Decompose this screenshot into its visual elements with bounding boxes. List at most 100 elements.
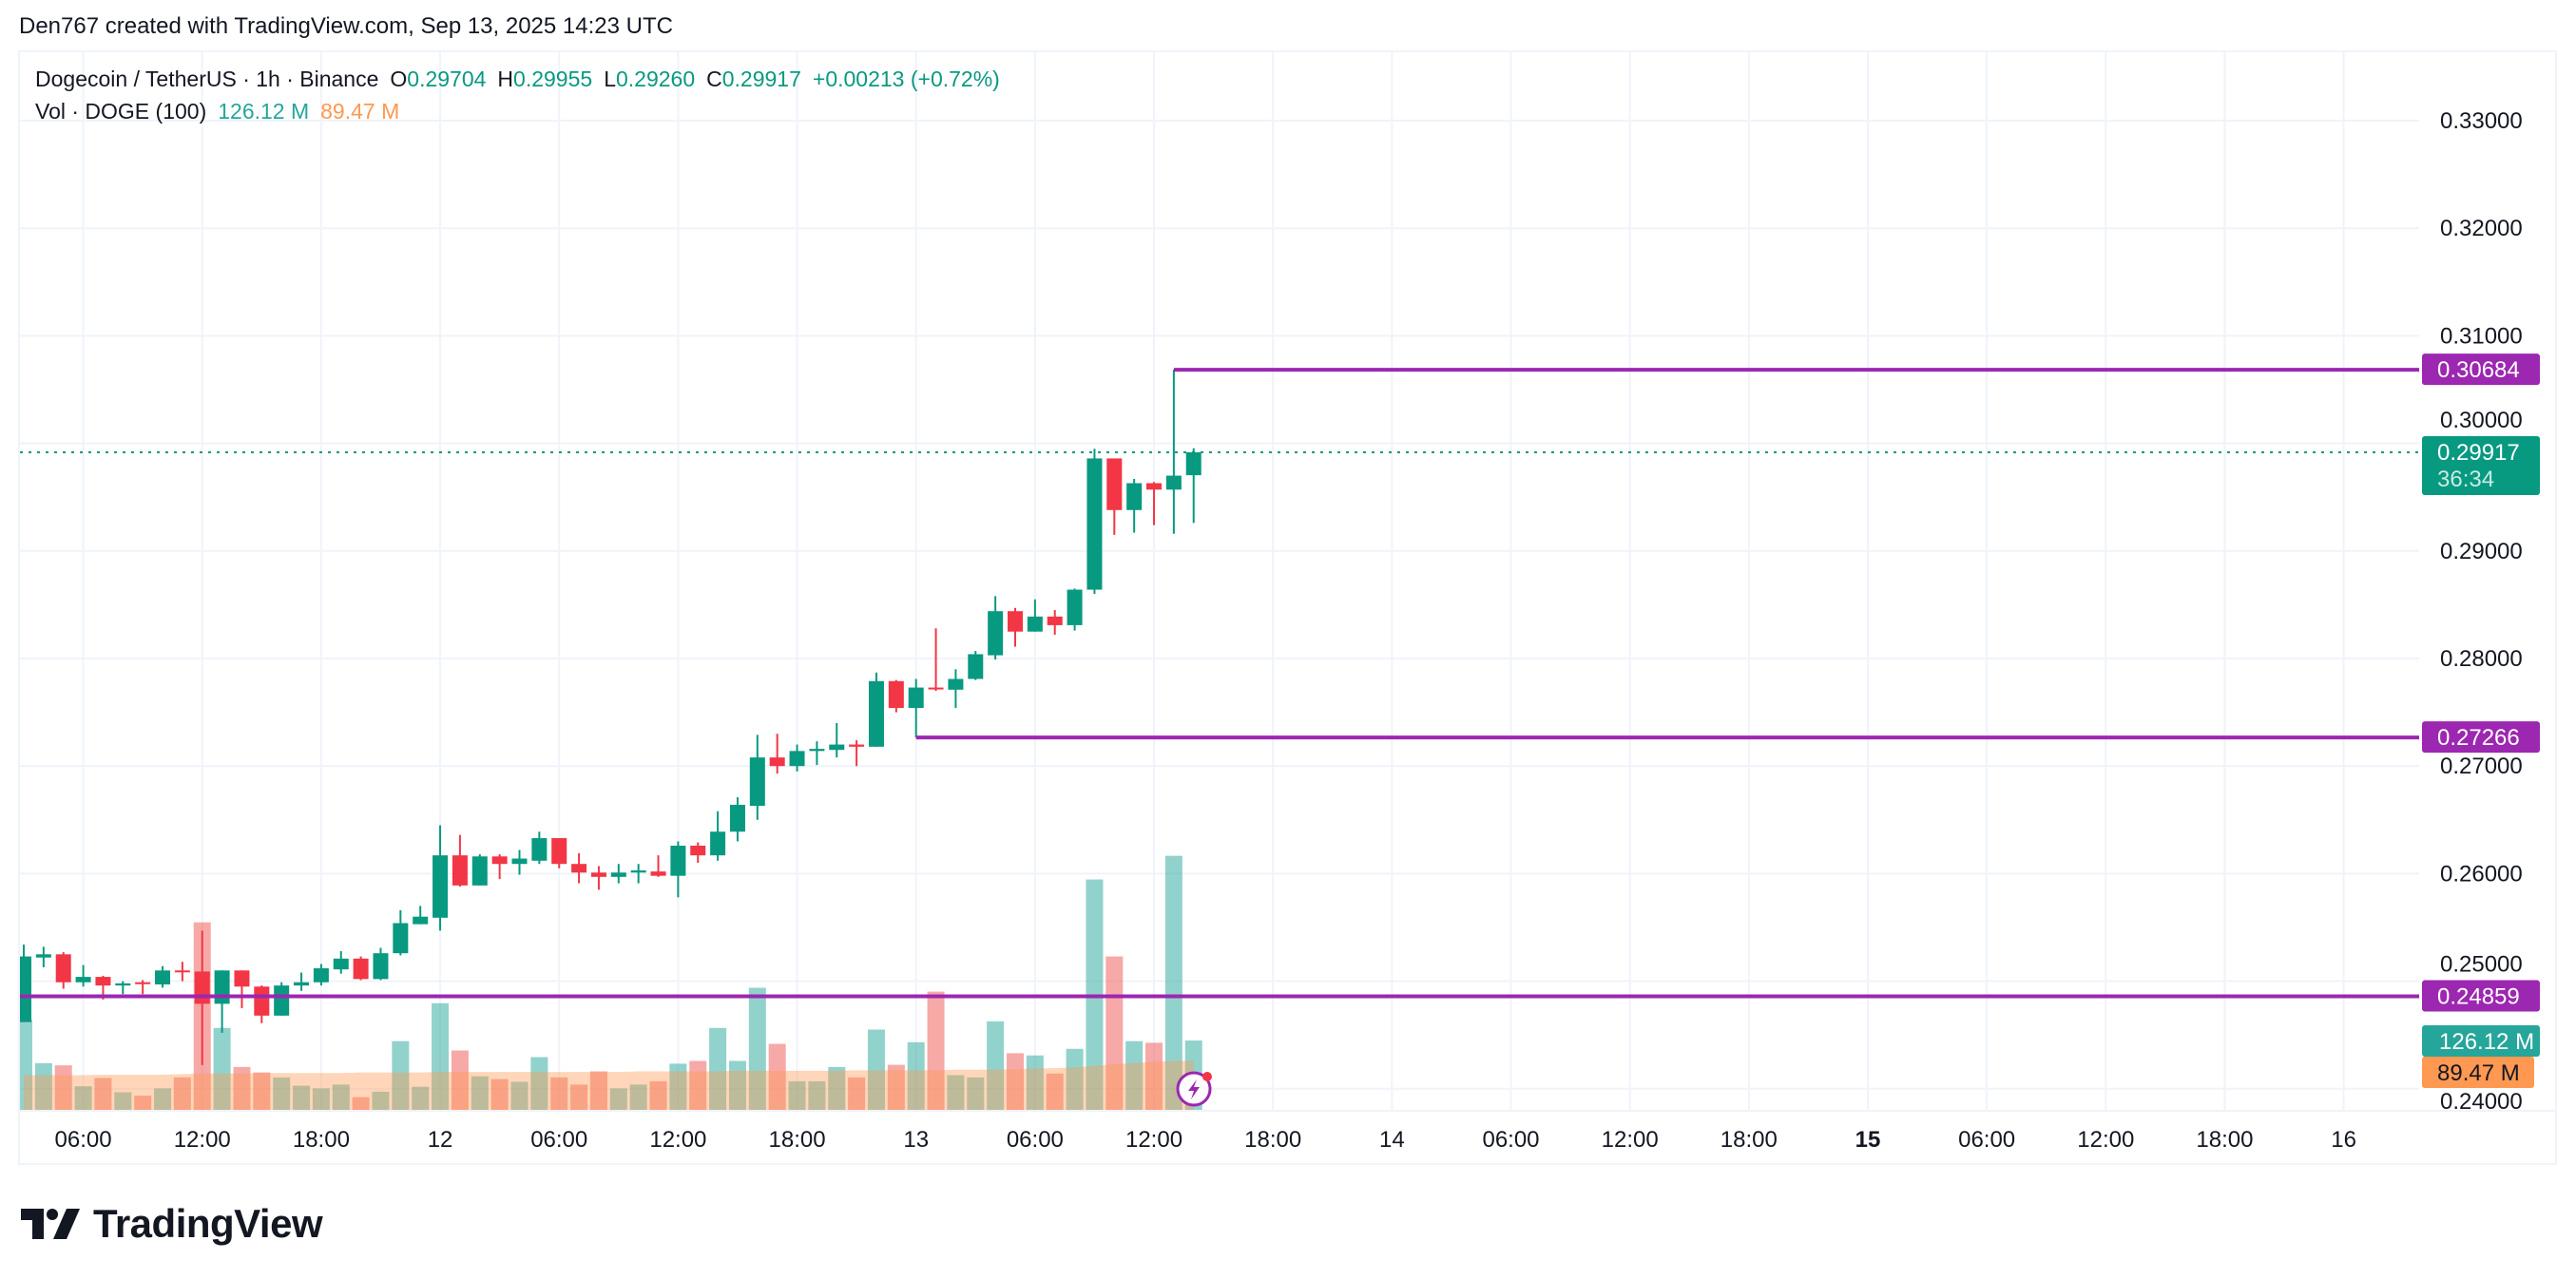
replay-lightning-icon[interactable] [1176, 1071, 1212, 1107]
symbol-legend: Dogecoin / TetherUS · 1h · Binance O 0.29… [35, 67, 1000, 92]
candle [511, 849, 528, 875]
open-value: 0.29704 [407, 67, 487, 91]
candle [471, 854, 488, 886]
last-price-tag [2422, 435, 2540, 495]
volume-bar [550, 1077, 568, 1110]
tradingview-logo[interactable]: TradingView [21, 1201, 323, 1247]
level-price-tag-text: 0.24859 [2437, 984, 2520, 1010]
candle [254, 985, 270, 1023]
time-tick-label: 18:00 [1721, 1127, 1778, 1153]
candle [333, 950, 349, 974]
time-tick-label: 06:00 [1007, 1127, 1064, 1153]
candle-body [988, 611, 1004, 656]
low-label: L [604, 67, 616, 91]
candle-body [1008, 611, 1023, 632]
volume-bar [34, 1062, 52, 1110]
candle-body [868, 680, 884, 747]
candle [1146, 482, 1163, 525]
candle [174, 962, 190, 982]
time-tick-label: 12:00 [1125, 1127, 1182, 1153]
candle [988, 596, 1004, 660]
high-label: H [497, 67, 514, 91]
candle-body [452, 855, 468, 886]
time-tick-label: 18:00 [1244, 1127, 1301, 1153]
candle-body [531, 838, 548, 861]
volume-legend: Vol · DOGE (100) 126.12 M 89.47 M [35, 99, 399, 124]
candle [690, 842, 706, 864]
volume-bar [967, 1077, 985, 1110]
candle-body [254, 986, 270, 1016]
candle [353, 956, 369, 981]
volume-bar [947, 1075, 965, 1110]
candle [1185, 448, 1201, 524]
volume-bar [748, 987, 766, 1110]
volume-bar [689, 1060, 707, 1110]
volume-bar [173, 1077, 191, 1110]
candle-body [710, 831, 726, 856]
price-tick-label: 0.29000 [2440, 539, 2523, 564]
volume-bar [1026, 1055, 1044, 1110]
candle [610, 864, 626, 884]
candle-body [928, 687, 944, 690]
volume-bar [848, 1077, 866, 1110]
time-tick-label: 12:00 [174, 1127, 231, 1153]
volume-bar [927, 991, 945, 1110]
candle-body [471, 856, 488, 886]
candle-body [1047, 616, 1063, 625]
volume-bar [669, 1063, 687, 1110]
close-value: 0.29917 [721, 67, 801, 91]
volume-bar [213, 1027, 231, 1110]
candle [35, 946, 51, 967]
candle [1067, 588, 1083, 631]
candle-body [888, 680, 904, 709]
volume-bar [134, 1095, 152, 1110]
volume-bar [412, 1086, 430, 1110]
volume-bar [709, 1027, 727, 1110]
candle-body [333, 958, 349, 970]
candle [1126, 478, 1143, 533]
time-tick-label: 12 [428, 1127, 453, 1153]
candle [393, 909, 409, 956]
candle-body [690, 845, 706, 856]
low-value: 0.29260 [615, 67, 696, 91]
price-axis[interactable]: 0.33000 0.32000 0.31000 0.30000 0.29000 0.280… [2422, 108, 2540, 1115]
candle-body [115, 983, 131, 986]
candle [115, 981, 131, 995]
time-tick-label: 06:00 [55, 1127, 112, 1153]
candle [294, 972, 310, 991]
candle [908, 678, 924, 738]
volume-bar [530, 1057, 548, 1110]
candle-body [1165, 475, 1182, 490]
candle-body [174, 970, 190, 973]
candle-body [433, 855, 449, 918]
horizontal-levels[interactable] [20, 368, 2419, 999]
price-tick-label: 0.28000 [2440, 646, 2523, 672]
time-axis[interactable]: 06:00 12:00 18:00 12 06:00 12:00 18:00 13 06:00 1… [55, 1127, 2356, 1153]
candle [948, 669, 964, 709]
volume-bar [887, 1064, 905, 1110]
price-tick-label: 0.27000 [2440, 754, 2523, 779]
candle [155, 965, 171, 988]
candle [433, 825, 449, 931]
time-tick-label: 14 [1379, 1127, 1405, 1153]
symbol-title[interactable]: Dogecoin / TetherUS · 1h · Binance [35, 67, 379, 91]
candle-body [1106, 458, 1123, 510]
candle-body [1185, 451, 1201, 476]
candle [968, 651, 984, 680]
volume-bar [510, 1081, 529, 1110]
volume-value: 126.12 M [218, 99, 310, 124]
volume-bar [392, 1040, 410, 1110]
candle [274, 982, 290, 1016]
volume-bar [114, 1092, 132, 1110]
candle [829, 722, 845, 758]
volume-title[interactable]: Vol · DOGE (100) [35, 99, 207, 124]
candle-body [769, 757, 785, 767]
volume-bar [867, 1029, 885, 1110]
candle [789, 744, 805, 772]
time-tick-label: 12:00 [2077, 1127, 2134, 1153]
volume-bar [828, 1066, 846, 1110]
price-tick-label: 0.25000 [2440, 952, 2523, 978]
candle-body [491, 856, 508, 865]
candle-body [20, 956, 31, 1022]
